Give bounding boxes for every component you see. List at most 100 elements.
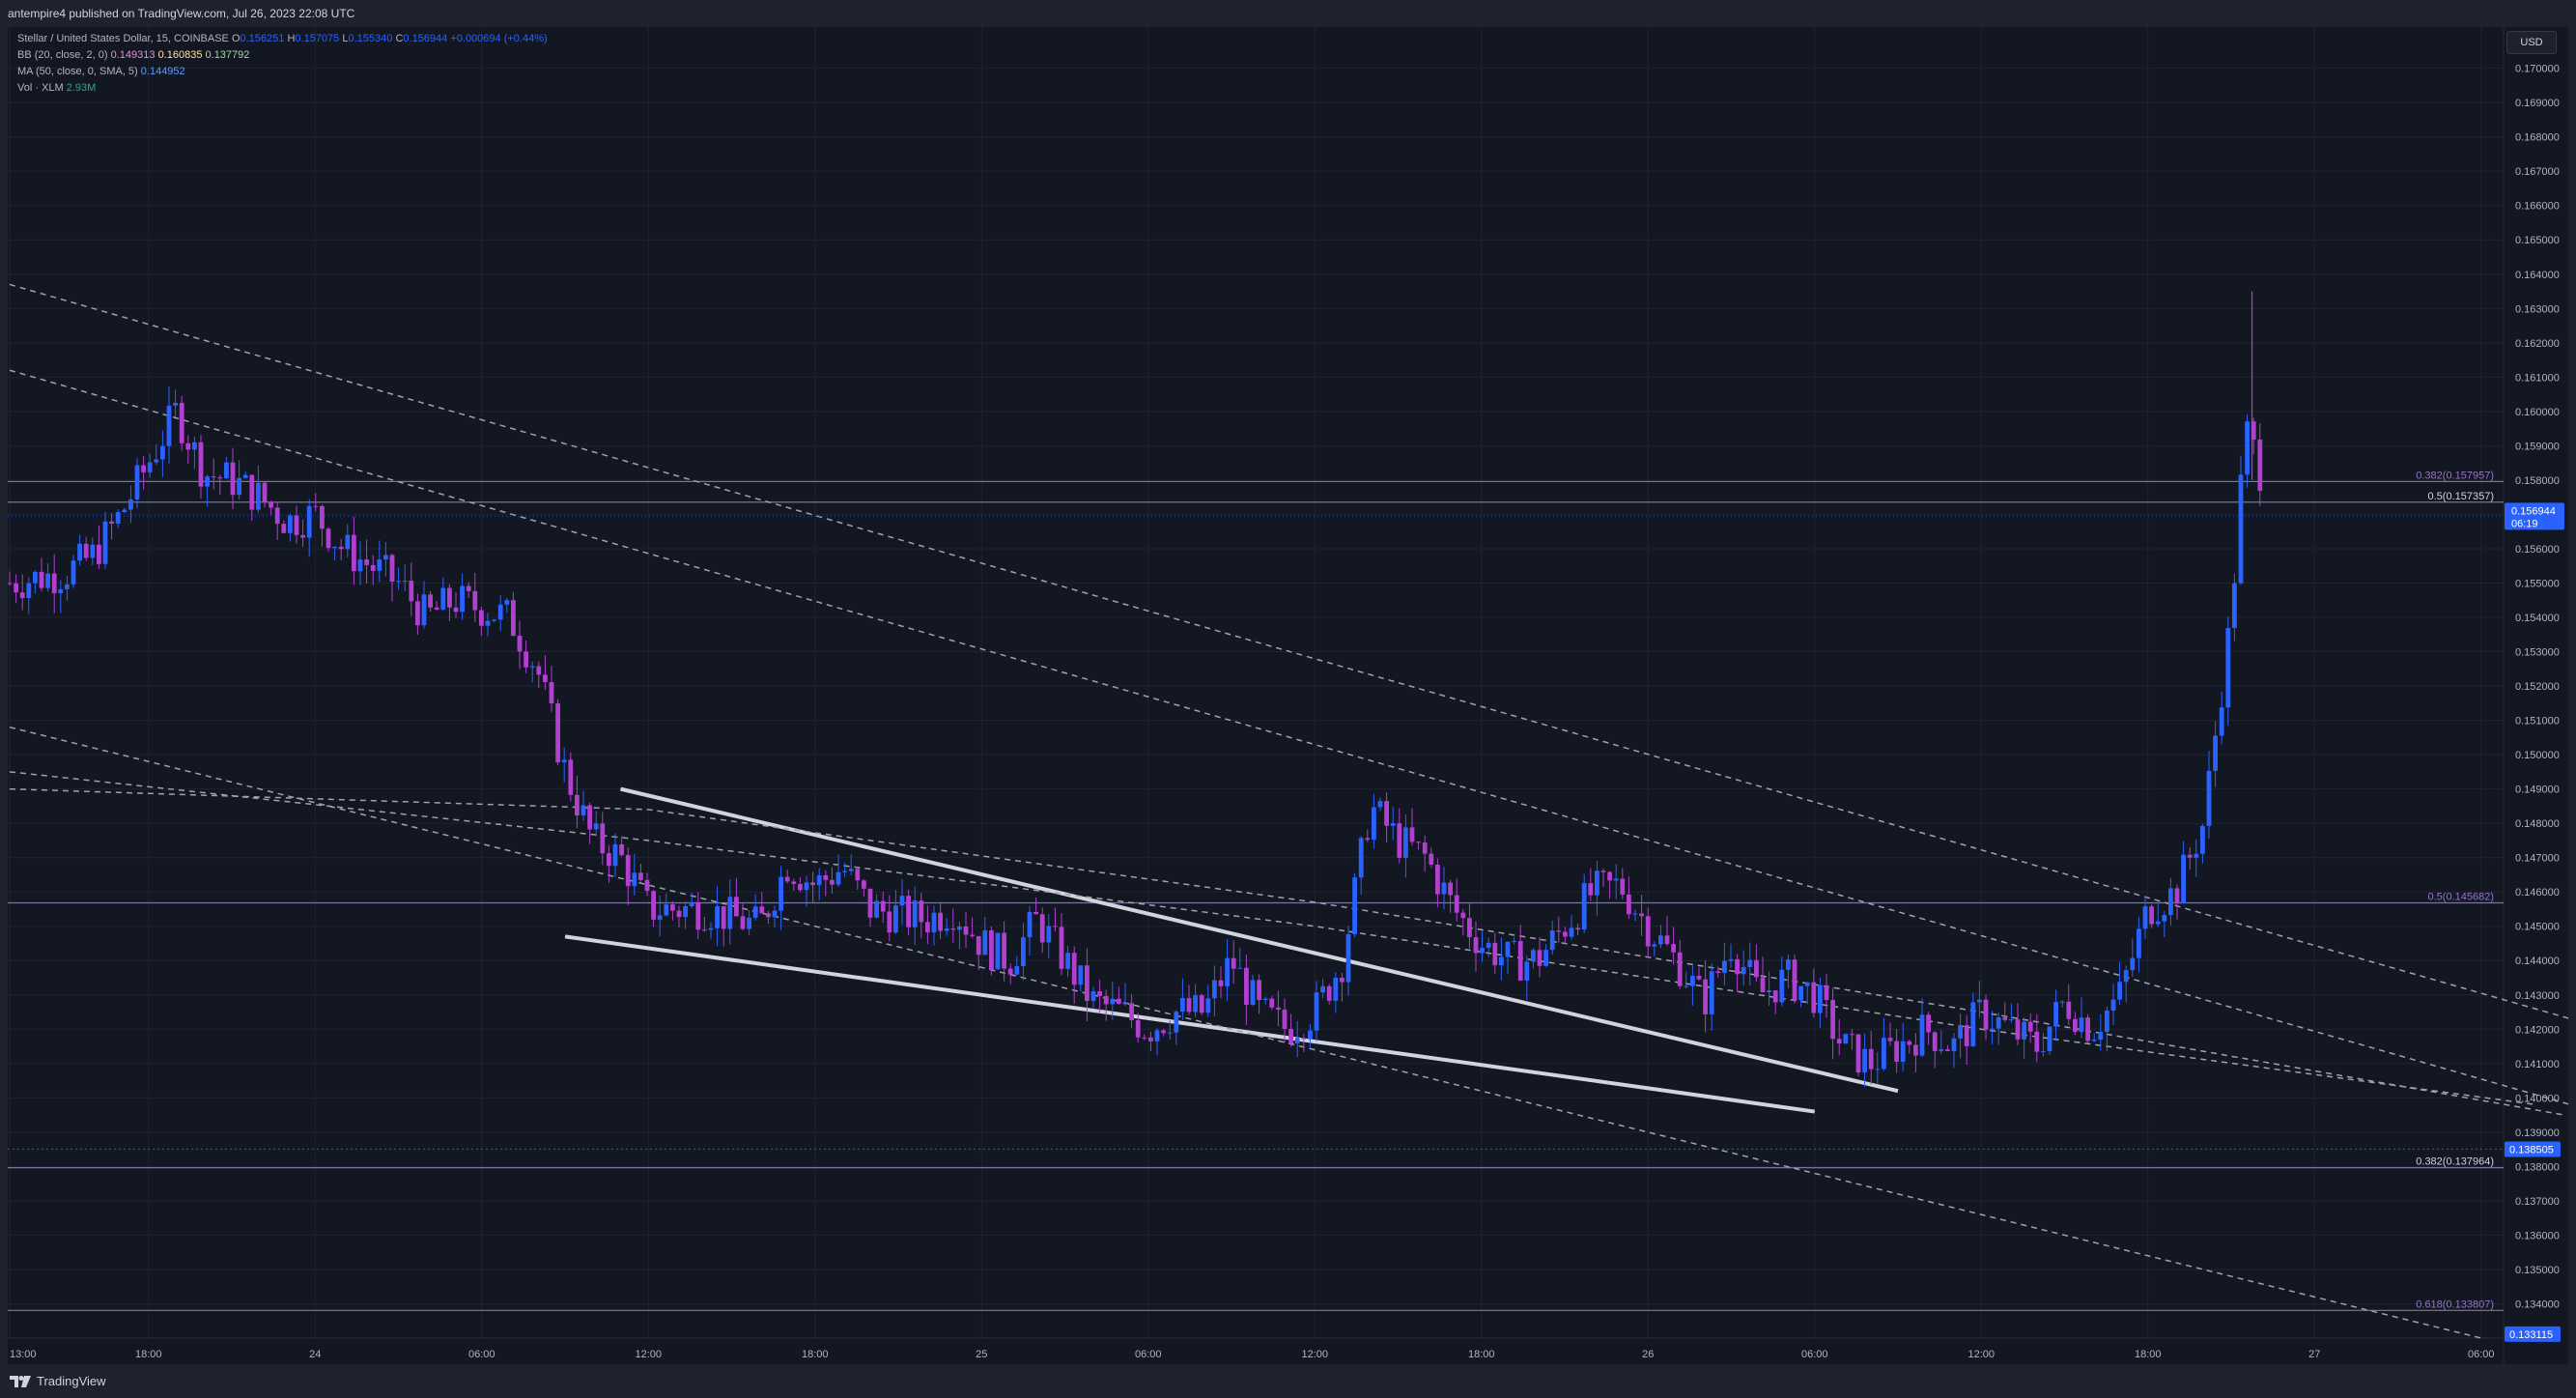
candle-body [1664,935,1670,945]
candle-body [185,442,191,450]
legend-bb-row[interactable]: BB (20, close, 2, 0) 0.149313 0.160835 0… [17,47,548,64]
y-tick-label: 0.150000 [2515,750,2560,761]
candle-body [1569,927,1574,937]
legend-low: 0.155340 [348,33,393,44]
candle-body [421,594,427,626]
candle-body [1639,913,1644,917]
brand-name: TradingView [37,1374,106,1388]
candle-body [415,601,420,626]
candle-body [389,555,395,583]
candle-body [1308,1030,1313,1040]
candle-body [1499,956,1504,966]
candle-body [899,896,905,906]
published-header: antempire4 published on TradingView.com,… [0,0,2576,27]
x-tick-label: 13:00 [10,1349,37,1360]
candle-body [357,559,363,572]
currency-button[interactable]: USD [2506,31,2557,54]
candle-body [938,912,943,931]
candle-body [1850,1034,1854,1036]
fib-level-label: 0.618(0.133807) [2416,1298,2494,1310]
candle-body [715,905,720,928]
candle-body [970,934,975,936]
fib-level-label: 0.5(0.157357) [2428,491,2495,502]
x-tick-label: 18:00 [135,1349,162,1360]
candle-body [211,476,216,478]
legend-vol-row[interactable]: Vol · XLM 2.93M [17,80,548,97]
candle-body [141,465,146,472]
candle-body [880,900,886,912]
candle-body [1225,957,1230,986]
candle-body [612,843,618,867]
y-tick-label: 0.162000 [2515,338,2560,350]
candle-body [242,474,248,478]
tradingview-brand[interactable]: TradingView [10,1374,106,1388]
candle-body [1658,935,1663,945]
candle-body [1046,926,1052,943]
chart-legend: Stellar / United States Dollar, 15, COIN… [17,31,548,97]
level-price-tag [2505,1326,2561,1342]
candle-body [115,512,121,524]
candle-body [370,564,376,571]
candle-body [479,610,484,626]
candle-body [784,876,790,882]
dashed-curve-line [9,787,2565,1116]
candle-body [2022,1021,2026,1040]
candle-body [173,402,178,406]
candle-body [192,442,197,450]
price-chart[interactable]: 0.170000 0.169000 0.168000 0.167000 0.166000… [8,27,2568,1364]
candle-body [2149,906,2154,925]
x-tick-label: 18:00 [802,1349,829,1360]
candle-body [128,499,133,510]
candle-body [1276,1007,1281,1010]
legend-c-label: C [395,33,404,44]
candle-body [580,805,586,816]
candle-body [313,505,319,507]
candle-body [2187,854,2193,858]
level-price-tag-text: 0.133115 [2509,1329,2553,1341]
candle-body [1377,801,1383,808]
candle-body [1333,977,1339,1001]
candle-body [1186,998,1192,1013]
candle-body [657,915,663,920]
candle-body [676,910,682,918]
legend-symbol: Stellar / United States Dollar, 15, COIN… [17,33,229,44]
candle-body [2053,1002,2058,1027]
candle-body [1512,941,1516,943]
candle-body [1575,927,1580,930]
candle-body [1039,914,1045,943]
candle-body [1071,953,1077,985]
candle-body [593,823,599,830]
candle-body [281,524,287,533]
candle-body [1677,952,1683,986]
candle-body [2168,888,2173,916]
candle-body [1735,958,1740,975]
candle-body [1441,882,1447,895]
candle-body [1148,1037,1153,1041]
candle-body [109,521,114,524]
candle-body [555,702,560,763]
candle-body [1537,950,1543,966]
y-tick-label: 0.134000 [2515,1298,2560,1310]
candle-body [740,916,746,929]
legend-open: 0.156251 [240,33,285,44]
fib-level-label: 0.382(0.157957) [2416,470,2494,481]
candle-body [752,906,758,918]
x-tick-label: 24 [309,1349,321,1360]
dashed-trend-line [9,369,2568,1105]
candle-body [1684,985,1689,987]
candle-body [1007,968,1013,975]
candle-body [1282,1009,1288,1029]
candle-body [747,917,751,929]
candle-body [83,543,89,558]
candle-body [1645,916,1651,947]
candle-body [447,587,452,608]
fib-level-label: 0.382(0.137964) [2416,1156,2494,1168]
chart-area[interactable]: 0.170000 0.169000 0.168000 0.167000 0.166000… [8,27,2568,1364]
candle-body [1600,870,1606,872]
candle-body [1135,1020,1141,1038]
candle-body [778,876,783,911]
legend-ma-row[interactable]: MA (50, close, 0, SMA, 5) 0.144952 [17,64,548,80]
candle-body [1269,998,1275,1008]
candle-body [1326,985,1332,1001]
candle-body [1811,982,1817,1013]
